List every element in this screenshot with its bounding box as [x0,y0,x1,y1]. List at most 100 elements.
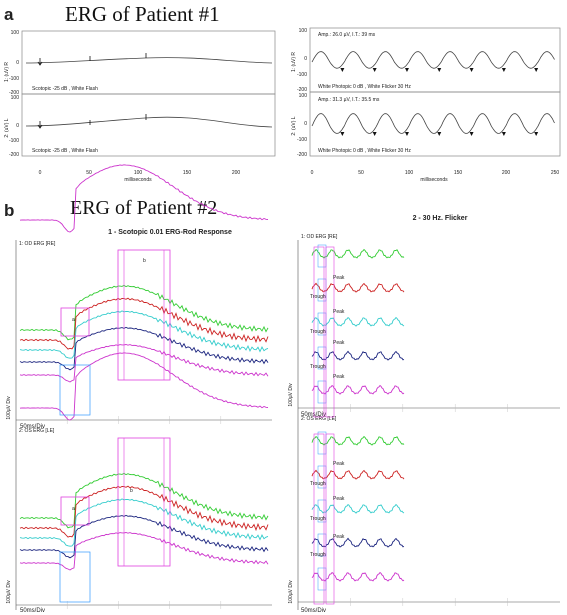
b-flicker-trace-bottom [311,571,405,582]
b-rod-trace-bottom [19,514,269,559]
a-left-trace-r [25,57,273,64]
b-a-wave-box [60,307,90,337]
a-left-top-ylabel: 1: (uV) R [4,62,10,82]
a-left-top-ytick: -100 [9,76,19,82]
b-left-plot: 1: OD ERG [RE] 2: OS ERG [LE] 100µV Div … [6,164,272,614]
panel-b-letter: b [4,201,14,220]
b-wave-b-label: b [130,488,133,494]
panel-a-left-top-box [21,30,276,95]
a-right-marker [372,132,377,136]
a-left-top-caption: Scotopic -25 dB , White Flash [32,86,98,92]
a-left-bottom-ylabel: 2: (uV) L [4,118,10,137]
b-right-top-label: 1: OD ERG [RE] [301,234,338,240]
a-right-marker [340,68,345,72]
panel-a-right-chart: 100 0 -100 -200 100 0 -100 -200 1: (uV) … [291,27,561,183]
a-right-top-ytick: 0 [304,56,307,62]
b-flicker-trace-bottom [311,435,405,446]
b-rod-trace-bottom [19,498,269,547]
b-flicker-range-box [325,246,335,418]
b-right-xdiv: 50ms/Div [301,412,326,418]
b-trough-label: Trough [310,481,326,487]
b-rod-trace-top [19,164,269,233]
a-right-xtick: 250 [551,170,560,176]
b-right-title: 2 - 30 Hz. Flicker [413,215,468,222]
a-left-xtick: 100 [134,170,143,176]
panel-a-right-bottom-box [309,91,561,157]
a-left-xtick: 0 [39,170,42,176]
b-right-bottom-label: 2: OS ERG [LE] [301,416,337,422]
b-rod-trace-bottom [19,485,269,538]
a-right-top-ytick: 100 [299,28,308,34]
b-right-xdiv: 50ms/Div [301,608,326,614]
a-right-marker [469,132,474,136]
b-left-ydiv: 100µV Div [6,580,12,604]
a-right-top-caption: White Photopic 0 dB , White Flicker 30 H… [318,84,411,90]
b-trough-label: Trough [310,294,326,300]
b-flicker-range-box [313,433,325,605]
a-right-marker [404,68,409,72]
a-left-trace-l [25,116,273,128]
a-right-xtick: 0 [311,170,314,176]
a-left-top-ytick: 0 [16,60,19,66]
b-trough-label: Trough [310,329,326,335]
panel-a-left-chart: 100 0 -100 -200 100 0 -100 -200 1: (uV) … [4,30,276,183]
b-peak-label: Peak [333,309,345,315]
a-right-marker [501,68,506,72]
b-trough-label: Trough [310,364,326,370]
b-wave-a-label: a [72,317,75,323]
a-right-marker [340,132,345,136]
b-wave-a-label: a [72,506,75,512]
a-right-bottom-amp: Amp.: 31.3 µV, I.T.: 35.5 ms [318,97,380,103]
b-peak-label: Peak [333,340,345,346]
b-flicker-trace-top [311,282,405,293]
a-right-xtick: 200 [502,170,511,176]
a-right-bottom-ytick: 100 [299,93,308,99]
a-right-xtick: 50 [358,170,364,176]
a-left-xtick: 200 [232,170,241,176]
b-wave-b-label: b [143,258,146,264]
a-left-xtick: 50 [86,170,92,176]
b-a-wave-box-bottom [59,551,91,603]
a-left-bottom-ytick: 100 [11,95,20,101]
b-left-xdiv: 50ms/Div [20,608,45,614]
a-left-marker [37,58,43,66]
a-left-marker [37,121,43,129]
b-right-plot: 1: OD ERG [RE] 2: OS ERG [LE] 100µV Div … [288,234,560,614]
b-flicker-trace-bottom [311,503,405,514]
b-flicker-range-box [325,433,335,605]
a-right-marker [534,132,539,136]
a-right-bottom-ylabel: 2: (uV) L [291,116,297,135]
a-right-top-ytick: -200 [297,87,307,93]
b-rod-trace-bottom [19,532,269,571]
a-right-trace-r [311,51,555,69]
b-rod-trace-top [19,326,269,371]
b-right-ydiv: 100µV Div [288,383,294,407]
b-b-wave-box [117,249,171,381]
b-b-wave-box [117,437,171,567]
b-flicker-trace-top [311,248,405,259]
a-right-marker [534,68,539,72]
b-a-wave-box [60,496,90,526]
a-left-top-ytick: 100 [11,30,20,36]
panel-a-left-bottom-box [21,93,276,157]
a-right-xtick: 150 [454,170,463,176]
b-peak-label: Peak [333,461,345,467]
a-right-marker [372,68,377,72]
a-left-bottom-ytick: -100 [9,138,19,144]
b-rod-trace-bottom [19,472,269,529]
b-flicker-trace-bottom [311,469,405,480]
a-right-bottom-ytick: -100 [297,137,307,143]
b-rod-trace-top [19,297,269,350]
a-right-marker [404,132,409,136]
b-flicker-range-box [313,246,325,418]
a-right-xtick: 100 [405,170,414,176]
b-left-xdiv: 50ms/Div [20,424,45,430]
b-flicker-trace-top [311,384,405,395]
panel-a-title: ERG of Patient #1 [65,2,220,26]
a-right-trace-l [311,113,555,134]
a-left-bottom-caption: Scotopic -25 dB , White Flash [32,148,98,154]
b-right-ydiv: 100µV Div [288,580,294,604]
b-left-ydiv: 100µV Div [6,396,12,420]
b-bottom-os-label: 2: OS ERG [LE] [19,428,55,434]
